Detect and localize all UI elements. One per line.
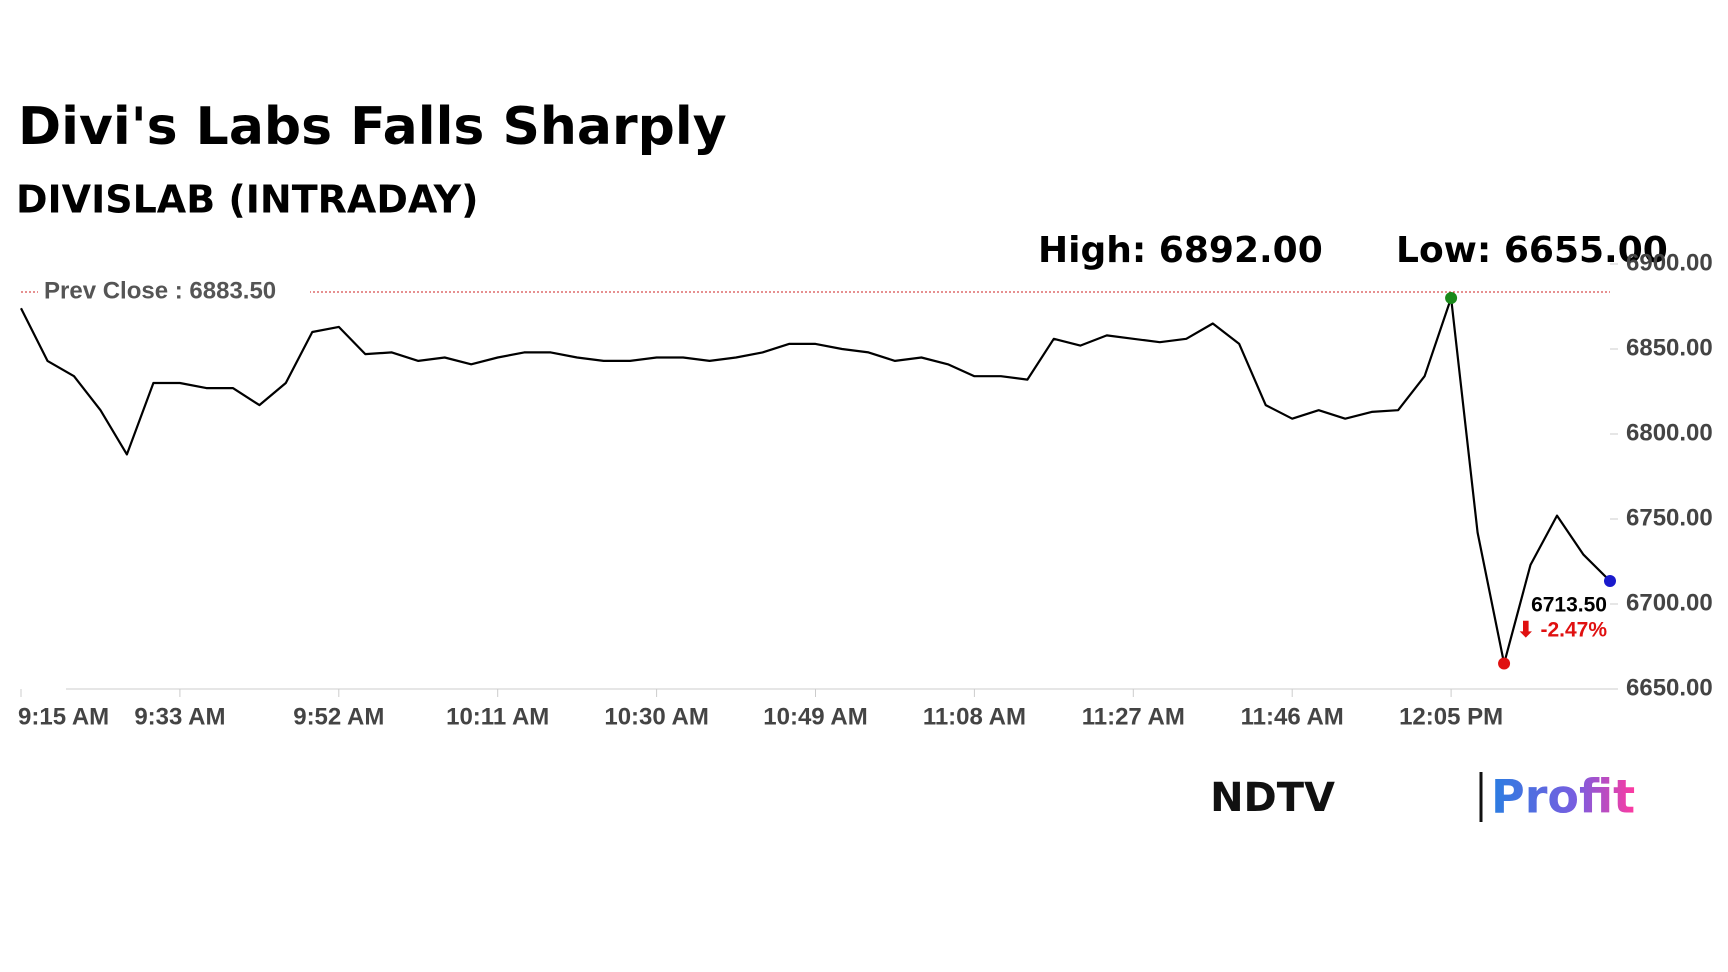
marker-high	[1445, 292, 1458, 304]
high-label: High: 6892.00	[1038, 230, 1323, 271]
x-tick-label: 10:30 AM	[604, 703, 708, 730]
x-tick-label: 10:11 AM	[446, 703, 549, 730]
marker-last	[1604, 575, 1616, 588]
chart-title: Divi's Labs Falls Sharply	[18, 97, 727, 157]
x-tick-label: 11:27 AM	[1082, 703, 1185, 730]
y-tick-label: 6850.00	[1626, 334, 1713, 361]
x-tick-label: 9:33 AM	[134, 703, 225, 730]
change-label: ⬇ -2.47%	[1517, 619, 1607, 642]
prev-close-label: Prev Close : 6883.50	[44, 277, 276, 304]
y-tick-label: 6800.00	[1626, 419, 1713, 446]
y-tick-label: 6650.00	[1626, 674, 1713, 701]
x-tick-label: 12:05 PM	[1399, 703, 1503, 730]
y-tick-label: 6750.00	[1626, 504, 1713, 531]
x-tick-label: 11:08 AM	[923, 703, 1026, 730]
x-tick-label: 9:52 AM	[293, 703, 384, 730]
low-label: Low: 6655.00	[1396, 230, 1668, 271]
last-value-label: 6713.50	[1531, 594, 1607, 617]
x-tick-label: 9:15 AM	[18, 703, 109, 730]
chart-subtitle: DIVISLAB (INTRADAY)	[16, 178, 479, 222]
brand-profit: Profit	[1491, 770, 1635, 824]
x-tick-label: 11:46 AM	[1241, 703, 1344, 730]
marker-low	[1498, 657, 1511, 670]
price-line	[20, 296, 1611, 665]
prev-close-bg	[38, 276, 310, 309]
x-tick-label: 10:49 AM	[763, 703, 867, 730]
brand-ndtv: NDTV	[1210, 775, 1335, 821]
y-tick-label: 6700.00	[1626, 589, 1713, 616]
y-tick-label: 6900.00	[1626, 249, 1713, 276]
